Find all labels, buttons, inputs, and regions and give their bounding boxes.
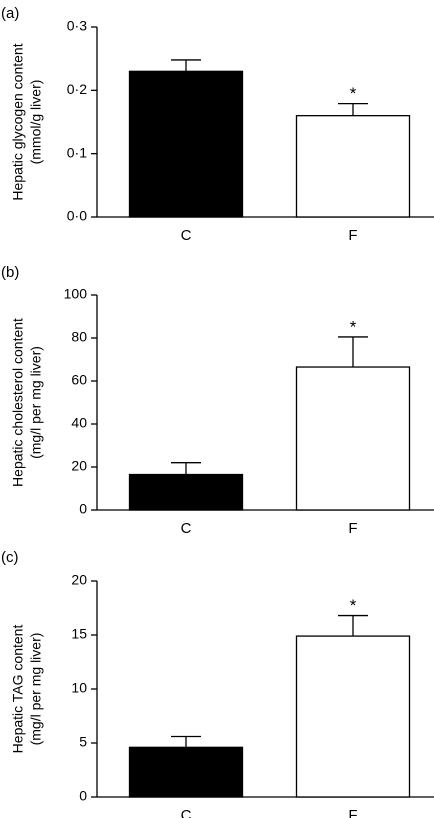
chart-panel-3: (c) 0 5 10 15 20 Hepatic TAG content (mg/l per … [1, 549, 434, 818]
y-tick-label: 40 [71, 415, 87, 431]
y-axis-label: (mg/l per mg liver) [28, 633, 44, 746]
bar-c [128, 473, 244, 511]
y-axis-label: (mmol/g liver) [28, 80, 44, 165]
chart-panel-2: (b) 0 20 40 60 80 100 Hepatic cholesterol conte… [1, 264, 434, 537]
y-tick-label: 0 [79, 501, 87, 517]
panel-label: (b) [1, 264, 19, 281]
y-tick-label: 0·3 [67, 18, 87, 34]
x-tick-label: C [181, 807, 192, 818]
y-tick-label: 60 [71, 372, 87, 388]
bar-f [295, 366, 411, 511]
significance-marker: * [350, 317, 357, 336]
y-tick-label: 20 [71, 458, 87, 474]
y-axis-label: Hepatic TAG content [10, 625, 26, 754]
y-tick-label: 5 [79, 734, 87, 750]
chart-panel-1: (a) 0·0 0·1 0·2 0·3 Hepatic glycogen content(… [1, 5, 434, 244]
x-tick-label: F [348, 227, 357, 244]
y-tick-label: 80 [71, 329, 87, 345]
bar-c [128, 70, 244, 218]
y-tick-label: 20 [71, 572, 87, 588]
significance-marker: * [350, 84, 357, 103]
y-tick-label: 0·1 [67, 144, 87, 160]
panel-label: (a) [1, 5, 19, 22]
significance-marker: * [350, 596, 357, 615]
bar-c [128, 746, 244, 798]
y-axis-label: (mg/l per mg liver) [28, 346, 44, 459]
x-tick-label: F [348, 807, 357, 818]
bar-f [295, 115, 411, 218]
y-tick-label: 15 [71, 626, 87, 642]
x-tick-label: C [181, 520, 192, 537]
x-tick-label: C [181, 227, 192, 244]
y-tick-label: 0·0 [67, 208, 87, 224]
x-tick-label: F [348, 520, 357, 537]
y-tick-label: 0·2 [67, 81, 87, 97]
y-tick-label: 10 [71, 680, 87, 696]
bar-f [295, 635, 411, 798]
y-axis-label: Hepatic glycogen content [10, 43, 26, 200]
y-tick-label: 100 [64, 286, 88, 302]
y-tick-label: 0 [79, 788, 87, 804]
panel-label: (c) [1, 549, 19, 566]
y-axis-label: Hepatic cholesterol content [10, 318, 26, 487]
